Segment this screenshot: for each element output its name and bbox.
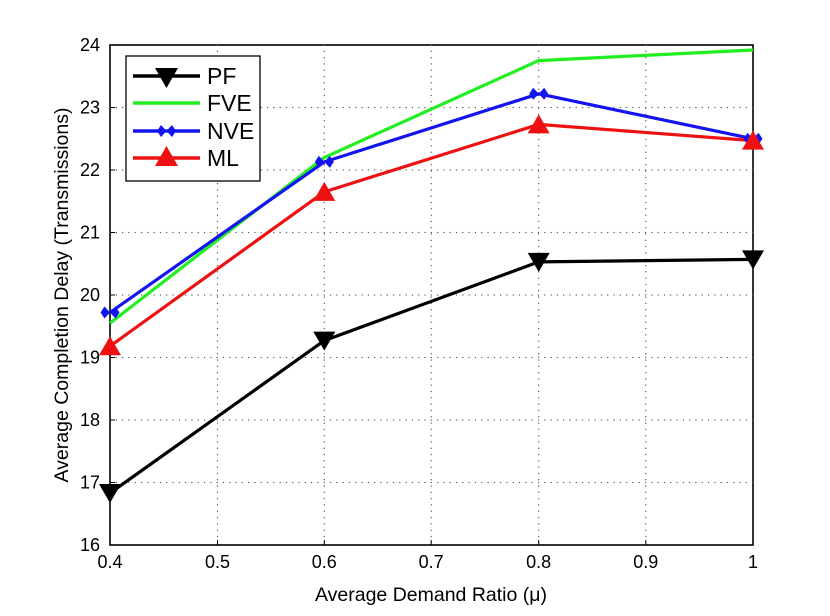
svg-text:24: 24 [80,35,100,55]
svg-text:17: 17 [80,473,100,493]
svg-text:0.4: 0.4 [97,552,122,572]
svg-text:22: 22 [80,160,100,180]
svg-text:19: 19 [80,348,100,368]
svg-text:FVE: FVE [207,90,252,116]
svg-text:23: 23 [80,98,100,118]
svg-text:ML: ML [207,145,239,171]
svg-text:0.8: 0.8 [526,552,551,572]
svg-text:20: 20 [80,285,100,305]
svg-text:0.5: 0.5 [205,552,230,572]
svg-text:1: 1 [748,552,758,572]
svg-text:0.9: 0.9 [633,552,658,572]
svg-text:Average Completion Delay (Tran: Average Completion Delay (Transmissions) [51,108,73,483]
svg-text:16: 16 [80,535,100,555]
svg-text:Average Demand Ratio (μ): Average Demand Ratio (μ) [315,584,547,606]
svg-text:0.6: 0.6 [312,552,337,572]
svg-text:0.7: 0.7 [419,552,444,572]
svg-text:21: 21 [80,223,100,243]
svg-text:PF: PF [207,63,236,89]
svg-text:18: 18 [80,410,100,430]
svg-text:NVE: NVE [207,118,254,144]
